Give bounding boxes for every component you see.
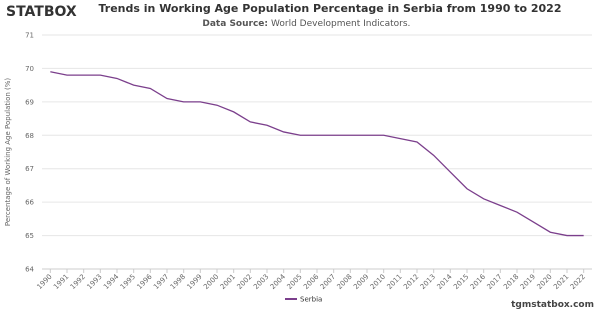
- x-tick-label: 2002: [235, 273, 253, 291]
- source: World Development Indicators.: [271, 19, 410, 29]
- x-tick-label: 2003: [252, 273, 270, 291]
- y-tick-label: 67: [25, 165, 34, 173]
- x-tick-label: 2014: [435, 272, 454, 291]
- x-tick-label: 2004: [269, 272, 288, 291]
- x-tick-label: 1990: [35, 273, 53, 291]
- y-tick-label: 66: [25, 199, 34, 207]
- x-tick-label: 1996: [135, 272, 154, 291]
- x-tick-label: 2022: [569, 273, 587, 291]
- footer: tgmstatbox.com: [511, 300, 594, 310]
- logo: STATBOX: [6, 4, 77, 20]
- x-tick-label: 2012: [402, 273, 420, 291]
- y-tick-label: 71: [25, 32, 34, 40]
- y-tick-label: 65: [25, 232, 34, 240]
- x-tick-label: 2018: [502, 273, 520, 291]
- x-tick-label: 1998: [169, 273, 187, 291]
- y-axis-label: Percentage of Working Age Population (%): [4, 78, 12, 226]
- x-tick-label: 2017: [485, 273, 503, 291]
- y-tick-label: 70: [25, 65, 34, 73]
- x-tick-label: 2020: [535, 273, 553, 291]
- chart-title: Trends in Working Age Population Percent…: [99, 2, 562, 15]
- source-label: Data Source:: [202, 19, 268, 29]
- x-tick-label: 1993: [85, 273, 103, 291]
- x-tick-label: 2009: [352, 273, 370, 291]
- y-tick-label: 64: [25, 266, 34, 274]
- x-tick-label: 2010: [369, 273, 387, 291]
- x-tick-label: 2007: [319, 273, 337, 291]
- x-tick-label: 2019: [519, 273, 537, 291]
- legend-label: Serbia: [300, 296, 322, 304]
- y-tick-label: 69: [25, 98, 34, 106]
- x-tick-label: 1999: [185, 273, 203, 291]
- x-tick-label: 1992: [69, 273, 87, 291]
- x-tick-label: 2000: [202, 273, 220, 291]
- x-tick-label: 1994: [102, 272, 121, 291]
- x-tick-label: 2015: [452, 273, 470, 291]
- x-tick-label: 1997: [152, 273, 170, 291]
- x-tick-label: 2016: [469, 272, 488, 291]
- x-tick-label: 2008: [335, 273, 353, 291]
- line: [50, 71, 584, 237]
- x-tick-label: 2011: [385, 273, 403, 291]
- x-tick-label: 2021: [552, 273, 570, 291]
- x-tick-label: 1995: [119, 273, 137, 291]
- x-tick-label: 2005: [285, 273, 303, 291]
- x-tick-label: 2006: [302, 272, 321, 291]
- x-tick-label: 1991: [52, 273, 70, 291]
- x-tick-label: 2013: [419, 273, 437, 291]
- y-tick-label: 68: [25, 132, 34, 140]
- x-tick-label: 2001: [219, 273, 237, 291]
